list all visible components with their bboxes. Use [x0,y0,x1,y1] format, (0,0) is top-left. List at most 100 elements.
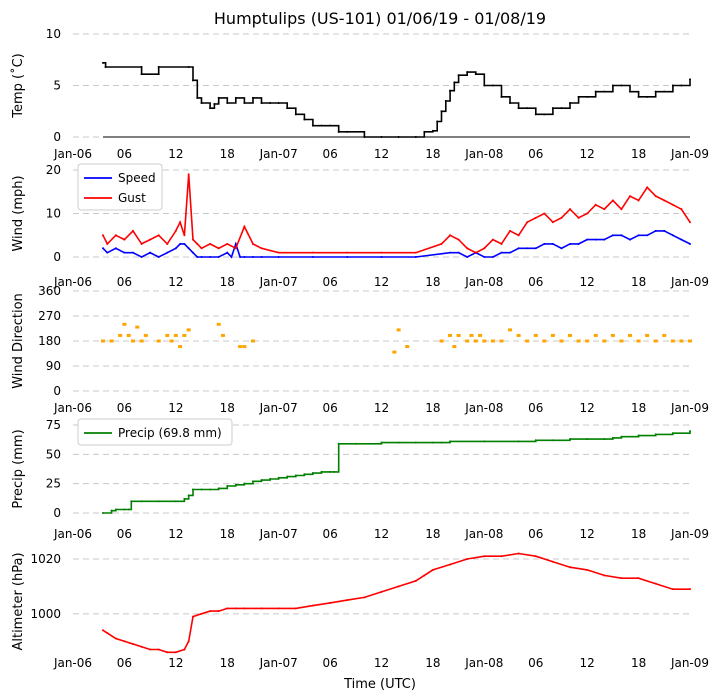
wind-marker [449,234,452,237]
precip-marker [294,474,297,477]
temp-marker [380,136,383,138]
precip-marker [303,473,306,476]
temp-marker [104,65,107,68]
temp-marker [663,90,666,93]
dir-point [602,339,607,343]
alt-marker [551,560,554,563]
wind-marker [187,247,190,250]
temp-marker [637,95,640,98]
wind-marker [569,242,572,245]
wind-marker [183,242,186,245]
temp-marker [431,129,434,132]
wind-marker [594,238,597,241]
wind-marker [243,225,246,228]
temp-marker [329,124,332,127]
alt-marker [483,555,486,558]
wind-y-tick-label: 10 [46,207,61,221]
wind-legend-label: Gust [118,191,146,205]
dir-point [482,339,487,343]
precip-marker [431,441,434,444]
alt-marker [209,610,212,613]
temp-marker [500,95,503,98]
temp-marker [243,102,246,105]
temp-y-axis-label: Temp (˚C) [10,53,26,119]
wind-marker [179,242,182,245]
temp-marker [534,113,537,116]
dir-point [516,333,521,337]
temp-marker [101,61,104,64]
wind-marker [230,256,233,258]
alt-marker [466,557,469,560]
wind-marker [106,251,109,254]
dir-point [610,333,615,337]
dir-point [242,345,247,349]
panel-temp: 0 5 10 Temp (˚C) Jan-06 06 12 18 Jan-07 06 12 18 Jan… [10,27,709,161]
alt-marker [157,648,160,651]
wind-marker [526,247,529,250]
wind-marker [569,208,572,211]
precip-marker [534,439,537,442]
wind-marker [689,221,691,224]
dir-y-tick-label: 0 [53,384,61,398]
x-axis-label: Time (UTC) [343,677,416,692]
dir-point [653,339,658,343]
precip-x-tick-label: 06 [117,527,132,541]
alt-marker [423,574,426,577]
precip-marker [611,436,614,439]
precip-x-tick-label: 12 [168,527,183,541]
alt-marker [534,555,537,558]
dir-point [238,345,243,349]
temp-marker [226,102,229,105]
wind-marker [637,234,640,237]
temp-x-tick-label: 12 [580,147,595,161]
wind-marker [226,251,229,254]
wind-marker [414,256,417,258]
dir-point [182,333,187,337]
wind-marker [200,256,203,258]
wind-marker [226,242,229,245]
temp-x-tick-label: 06 [322,147,337,161]
alt-x-tick-label: 06 [322,656,337,670]
dir-y-tick-label: 180 [38,334,61,348]
dir-point [452,345,457,349]
dir-x-tick-label: 06 [322,401,337,415]
alt-marker [637,577,640,580]
alt-marker [654,582,657,585]
dir-point [126,333,131,337]
alt-marker [187,640,190,643]
alt-marker [243,607,246,610]
wind-marker [457,238,460,241]
alt-marker [234,607,237,610]
alt-y-axis-label: Altimeter (hPa) [11,552,26,650]
precip-marker [586,438,589,441]
alt-x-tick-label: 12 [580,656,595,670]
wind-marker [157,234,160,237]
precip-marker [234,483,237,486]
temp-marker [260,102,263,105]
precip-marker [251,480,254,483]
wind-marker [149,251,152,254]
alt-marker [217,610,220,613]
alt-marker [689,588,691,591]
wind-marker [239,256,242,258]
dir-point [250,339,255,343]
alt-marker [586,568,589,571]
temp-marker [251,96,254,99]
wind-x-tick-label: 12 [374,275,389,289]
wind-marker [663,199,666,202]
wind-marker [243,256,246,258]
dir-point [533,333,538,337]
dir-point [679,339,684,343]
precip-marker [620,435,623,438]
precip-marker [127,508,130,511]
alt-marker [569,566,572,569]
alt-marker [101,629,104,632]
precip-x-tick-label: Jan-09 [670,527,709,541]
wind-marker [251,256,254,258]
wind-marker [114,247,117,250]
alt-series-line-altimeter [102,552,690,654]
precip-marker [397,441,400,444]
precip-marker [337,442,340,445]
dir-x-tick-label: Jan-09 [670,401,709,415]
